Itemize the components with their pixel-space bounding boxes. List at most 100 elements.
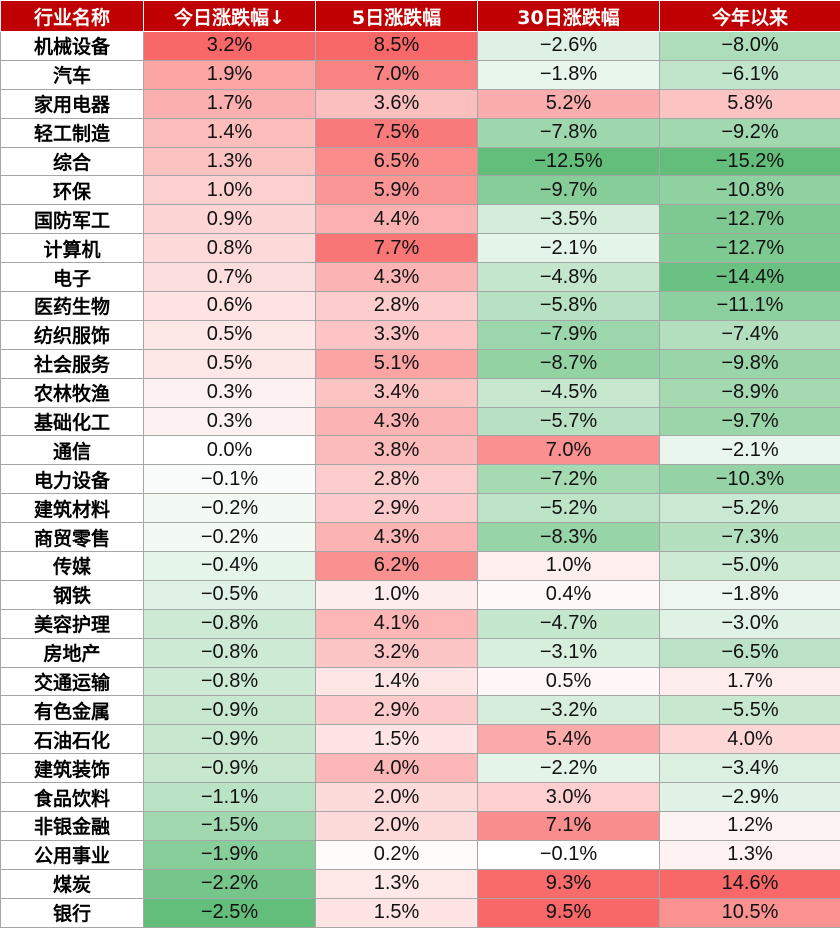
industry-name-cell: 商贸零售 (0, 522, 144, 553)
header-industry-name[interactable]: 行业名称 (0, 0, 144, 32)
industry-name-cell: 综合 (0, 146, 144, 177)
30day-change-cell: 1.0% (477, 551, 660, 581)
today-change-cell: 3.2% (143, 31, 316, 61)
30day-change-cell: 3.0% (477, 782, 660, 813)
industry-name-cell: 有色金属 (0, 695, 144, 726)
5day-change-cell: 3.2% (315, 637, 478, 668)
industry-name-cell: 计算机 (0, 233, 144, 264)
ytd-change-cell: −8.0% (659, 31, 840, 61)
30day-change-cell: −2.1% (477, 233, 660, 264)
5day-change-cell: 3.3% (315, 319, 478, 350)
30day-change-cell: 5.2% (477, 88, 660, 119)
today-change-cell: 0.6% (143, 291, 316, 321)
table-row: 石油石化 −0.9% 1.5% 5.4% 4.0% (0, 724, 840, 755)
industry-name-cell: 非银金融 (0, 811, 144, 841)
ytd-change-cell: −6.5% (659, 637, 840, 668)
5day-change-cell: 2.0% (315, 782, 478, 813)
table-row: 美容护理 −0.8% 4.1% −4.7% −3.0% (0, 608, 840, 639)
5day-change-cell: 8.5% (315, 31, 478, 61)
table-row: 建筑材料 −0.2% 2.9% −5.2% −5.2% (0, 493, 840, 524)
table-row: 汽车 1.9% 7.0% −1.8% −6.1% (0, 59, 840, 90)
5day-change-cell: 3.6% (315, 88, 478, 119)
table-row: 银行 −2.5% 1.5% 9.5% 10.5% (0, 897, 840, 928)
ytd-change-cell: 1.3% (659, 839, 840, 870)
table-row: 轻工制造 1.4% 7.5% −7.8% −9.2% (0, 117, 840, 148)
30day-change-cell: −4.7% (477, 608, 660, 639)
today-change-cell: 1.4% (143, 117, 316, 148)
today-change-cell: 0.5% (143, 319, 316, 350)
industry-name-cell: 石油石化 (0, 724, 144, 755)
header-30day-change[interactable]: 30日涨跌幅 (477, 0, 660, 32)
table-row: 交通运输 −0.8% 1.4% 0.5% 1.7% (0, 666, 840, 697)
header-ytd-change[interactable]: 今年以来 (659, 0, 840, 32)
30day-change-cell: −3.1% (477, 637, 660, 668)
industry-name-cell: 轻工制造 (0, 117, 144, 148)
industry-name-cell: 医药生物 (0, 291, 144, 321)
industry-name-cell: 煤炭 (0, 868, 144, 899)
today-change-cell: 0.0% (143, 435, 316, 466)
30day-change-cell: −4.8% (477, 262, 660, 293)
today-change-cell: −1.9% (143, 839, 316, 870)
table-row: 社会服务 0.5% 5.1% −8.7% −9.8% (0, 348, 840, 379)
today-change-cell: 0.5% (143, 348, 316, 379)
table-row: 纺织服饰 0.5% 3.3% −7.9% −7.4% (0, 319, 840, 350)
30day-change-cell: −5.8% (477, 291, 660, 321)
ytd-change-cell: −9.7% (659, 406, 840, 437)
industry-name-cell: 房地产 (0, 637, 144, 668)
5day-change-cell: 4.1% (315, 608, 478, 639)
industry-name-cell: 交通运输 (0, 666, 144, 697)
today-change-cell: −1.1% (143, 782, 316, 813)
table-row: 机械设备 3.2% 8.5% −2.6% −8.0% (0, 31, 840, 61)
header-today-change[interactable]: 今日涨跌幅↓ (143, 0, 316, 32)
30day-change-cell: −1.8% (477, 59, 660, 90)
today-change-cell: 0.8% (143, 233, 316, 264)
5day-change-cell: 1.5% (315, 897, 478, 928)
today-change-cell: −0.8% (143, 637, 316, 668)
table-row: 医药生物 0.6% 2.8% −5.8% −11.1% (0, 291, 840, 321)
table-row: 食品饮料 −1.1% 2.0% 3.0% −2.9% (0, 782, 840, 813)
ytd-change-cell: −5.0% (659, 551, 840, 581)
today-change-cell: −2.5% (143, 897, 316, 928)
5day-change-cell: 4.0% (315, 753, 478, 784)
30day-change-cell: −3.5% (477, 204, 660, 235)
today-change-cell: −0.8% (143, 666, 316, 697)
5day-change-cell: 2.8% (315, 291, 478, 321)
today-change-cell: 1.0% (143, 175, 316, 206)
30day-change-cell: 7.1% (477, 811, 660, 841)
industry-name-cell: 电子 (0, 262, 144, 293)
industry-name-cell: 社会服务 (0, 348, 144, 379)
5day-change-cell: 7.0% (315, 59, 478, 90)
industry-name-cell: 通信 (0, 435, 144, 466)
5day-change-cell: 1.5% (315, 724, 478, 755)
ytd-change-cell: −1.8% (659, 579, 840, 610)
5day-change-cell: 7.5% (315, 117, 478, 148)
ytd-change-cell: −2.9% (659, 782, 840, 813)
ytd-change-cell: −8.9% (659, 377, 840, 408)
ytd-change-cell: −6.1% (659, 59, 840, 90)
ytd-change-cell: −3.4% (659, 753, 840, 784)
today-change-cell: 1.7% (143, 88, 316, 119)
ytd-change-cell: 4.0% (659, 724, 840, 755)
ytd-change-cell: −2.1% (659, 435, 840, 466)
industry-name-cell: 纺织服饰 (0, 319, 144, 350)
today-change-cell: 1.9% (143, 59, 316, 90)
industry-name-cell: 传媒 (0, 551, 144, 581)
today-change-cell: −0.2% (143, 493, 316, 524)
30day-change-cell: 0.5% (477, 666, 660, 697)
industry-name-cell: 钢铁 (0, 579, 144, 610)
table-row: 电子 0.7% 4.3% −4.8% −14.4% (0, 262, 840, 293)
today-change-cell: 0.9% (143, 204, 316, 235)
5day-change-cell: 0.2% (315, 839, 478, 870)
today-change-cell: −0.9% (143, 695, 316, 726)
5day-change-cell: 3.8% (315, 435, 478, 466)
30day-change-cell: −0.1% (477, 839, 660, 870)
ytd-change-cell: −10.8% (659, 175, 840, 206)
30day-change-cell: −7.8% (477, 117, 660, 148)
today-change-cell: −2.2% (143, 868, 316, 899)
table-row: 煤炭 −2.2% 1.3% 9.3% 14.6% (0, 868, 840, 899)
5day-change-cell: 4.3% (315, 262, 478, 293)
5day-change-cell: 3.4% (315, 377, 478, 408)
30day-change-cell: −2.2% (477, 753, 660, 784)
ytd-change-cell: −9.2% (659, 117, 840, 148)
header-5day-change[interactable]: 5日涨跌幅 (315, 0, 478, 32)
